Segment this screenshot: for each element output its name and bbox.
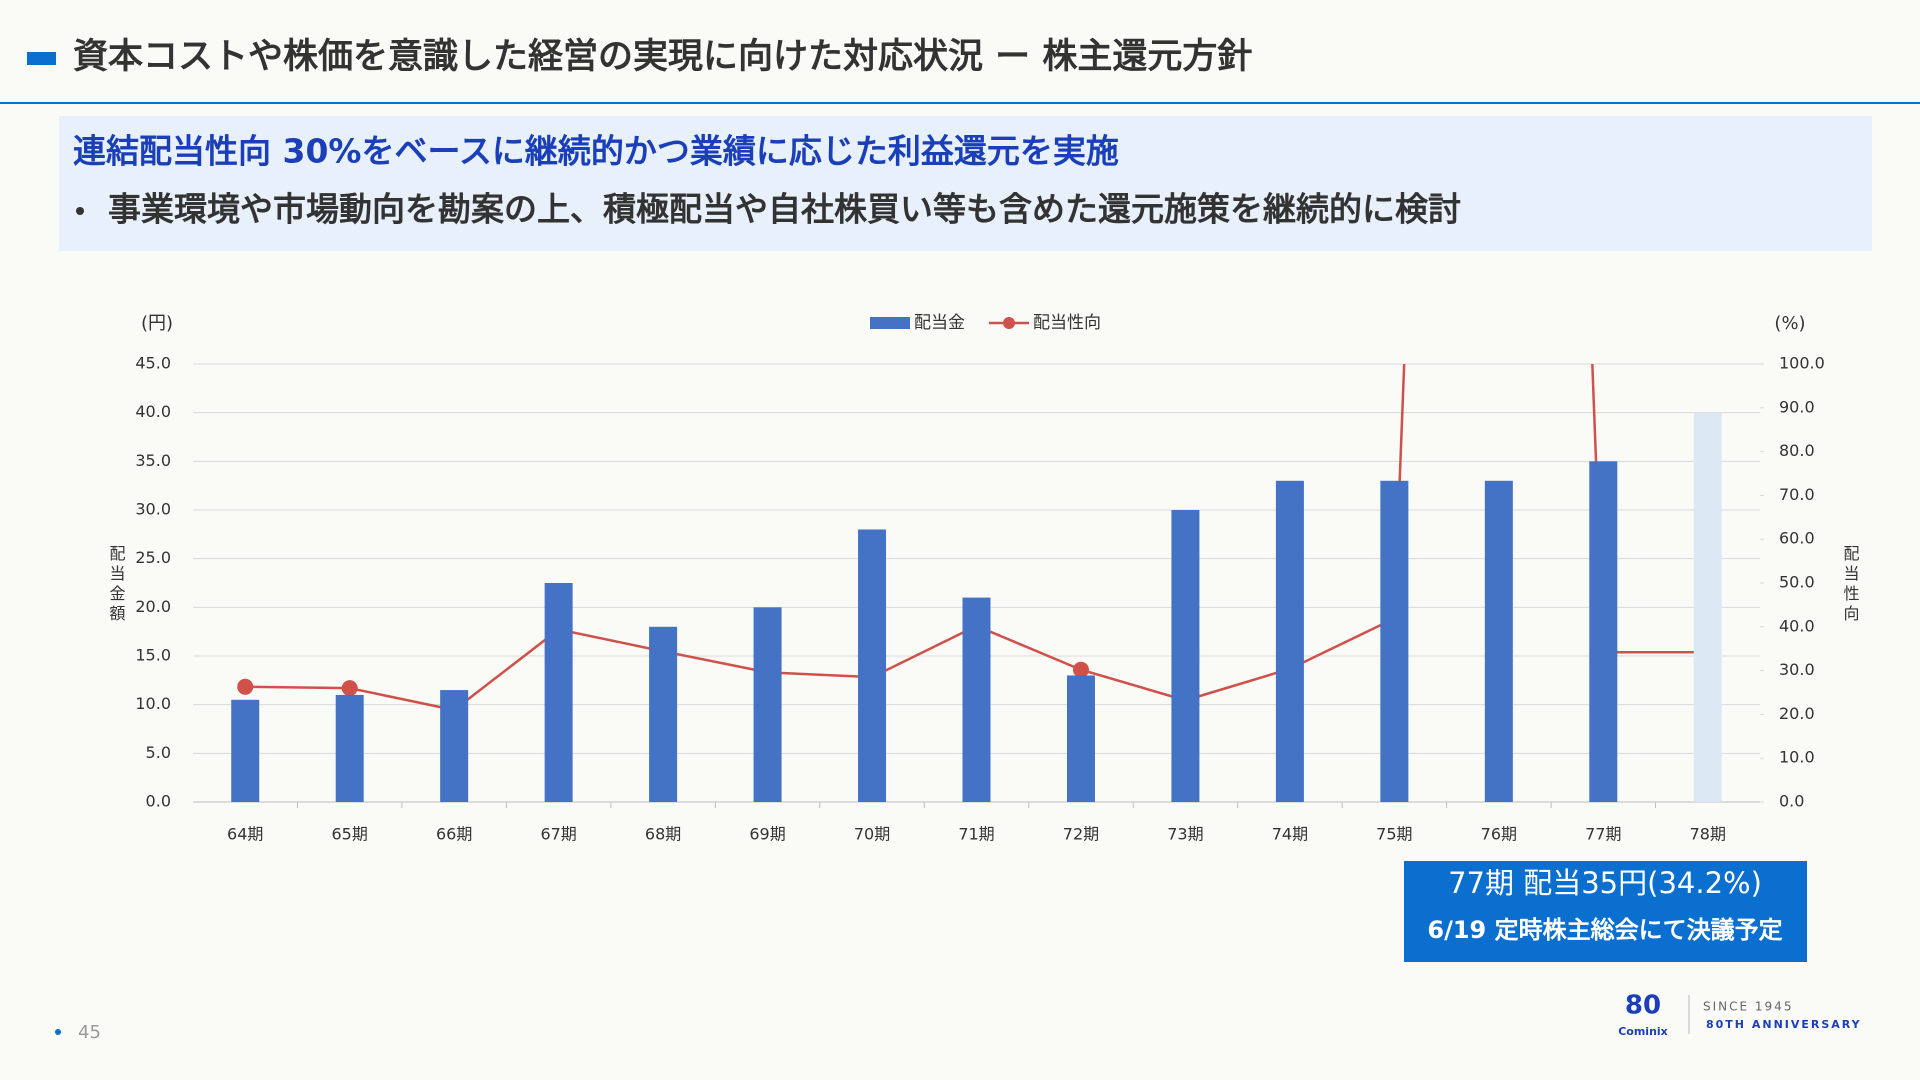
bar	[335, 694, 364, 802]
y2-tick-label: 80.0	[1779, 441, 1815, 460]
y-tick-label: 20.0	[135, 597, 171, 616]
callout-box	[1404, 861, 1807, 962]
y-tick-label: 30.0	[135, 500, 171, 519]
bar	[1589, 461, 1618, 802]
y-tick-label: 5.0	[146, 743, 171, 762]
callout-line1: 77期 配当35円(34.2%)	[1448, 866, 1762, 900]
y2-axis-label: 配当性向	[1841, 545, 1860, 625]
y-tick-label: 0.0	[146, 792, 171, 811]
summary-box	[59, 116, 1872, 251]
legend-label: 配当金	[914, 313, 965, 333]
x-tick-label: 66期	[436, 825, 472, 844]
bar	[1380, 480, 1409, 802]
x-tick-label: 71期	[958, 825, 994, 844]
line-marker	[237, 678, 254, 695]
line-marker	[341, 680, 358, 697]
logo-mark: 80	[1625, 991, 1661, 1021]
callout-line2: 6/19 定時株主総会にて決議予定	[1427, 916, 1782, 944]
bar	[440, 690, 469, 802]
x-tick-label: 76期	[1481, 825, 1517, 844]
x-tick-label: 70期	[854, 825, 890, 844]
x-tick-label: 69期	[749, 825, 785, 844]
bullet-dot	[76, 207, 84, 215]
slide-title: 資本コストや株価を意識した経営の実現に向けた対応状況 ー 株主還元方針	[73, 37, 1252, 77]
legend-swatch	[1003, 317, 1015, 329]
y2-tick-label: 90.0	[1779, 397, 1815, 416]
bar	[1275, 480, 1304, 802]
y2-tick-label: 0.0	[1779, 792, 1804, 811]
y2-tick-label: 60.0	[1779, 529, 1815, 548]
line-marker	[1072, 661, 1089, 678]
since: SINCE 1945	[1703, 1000, 1793, 1014]
x-tick-label: 73期	[1167, 825, 1203, 844]
y-tick-label: 45.0	[135, 354, 171, 373]
x-tick-label: 75期	[1376, 825, 1412, 844]
x-tick-label: 64期	[227, 825, 263, 844]
y-tick-label: 15.0	[135, 646, 171, 665]
y2-tick-label: 70.0	[1779, 485, 1815, 504]
x-tick-label: 74期	[1272, 825, 1308, 844]
header-marker	[27, 52, 56, 65]
page-number: 45	[78, 1022, 101, 1043]
bar	[858, 529, 887, 802]
x-tick-label: 78期	[1690, 825, 1726, 844]
x-tick-label: 65期	[332, 825, 368, 844]
logo-name: Cominix	[1618, 1025, 1668, 1038]
bar	[544, 583, 573, 802]
bar	[1693, 412, 1722, 802]
y2-unit: (%)	[1774, 313, 1805, 334]
legend-swatch	[870, 317, 910, 329]
bar	[1484, 480, 1513, 802]
x-tick-label: 67期	[540, 825, 576, 844]
bar	[649, 626, 678, 802]
summary-heading: 連結配当性向 30%をベースに継続的かつ業績に応じた利益還元を実施	[73, 132, 1119, 171]
x-tick-label: 77期	[1585, 825, 1621, 844]
page-dot	[55, 1029, 61, 1035]
y2-tick-label: 20.0	[1779, 704, 1815, 723]
y-tick-label: 10.0	[135, 694, 171, 713]
x-tick-label: 68期	[645, 825, 681, 844]
summary-bullet: 事業環境や市場動向を勘案の上、積極配当や自社株買い等も含めた還元施策を継続的に検…	[108, 190, 1461, 229]
anniversary: 80TH ANNIVERSARY	[1706, 1018, 1862, 1031]
y2-tick-label: 10.0	[1779, 748, 1815, 767]
x-tick-label: 72期	[1063, 825, 1099, 844]
y-tick-label: 25.0	[135, 548, 171, 567]
y-tick-label: 35.0	[135, 451, 171, 470]
bar	[1171, 510, 1200, 802]
y2-tick-label: 100.0	[1779, 354, 1825, 373]
y-unit: (円)	[141, 313, 173, 334]
bar	[962, 597, 991, 802]
y-axis-label: 配当金額	[107, 545, 126, 625]
bar	[753, 607, 782, 802]
y2-tick-label: 30.0	[1779, 660, 1815, 679]
y-tick-label: 40.0	[135, 402, 171, 421]
legend-label: 配当性向	[1033, 313, 1101, 333]
bar	[231, 699, 260, 802]
y2-tick-label: 40.0	[1779, 616, 1815, 635]
bar	[1066, 675, 1095, 802]
y2-tick-label: 50.0	[1779, 573, 1815, 592]
